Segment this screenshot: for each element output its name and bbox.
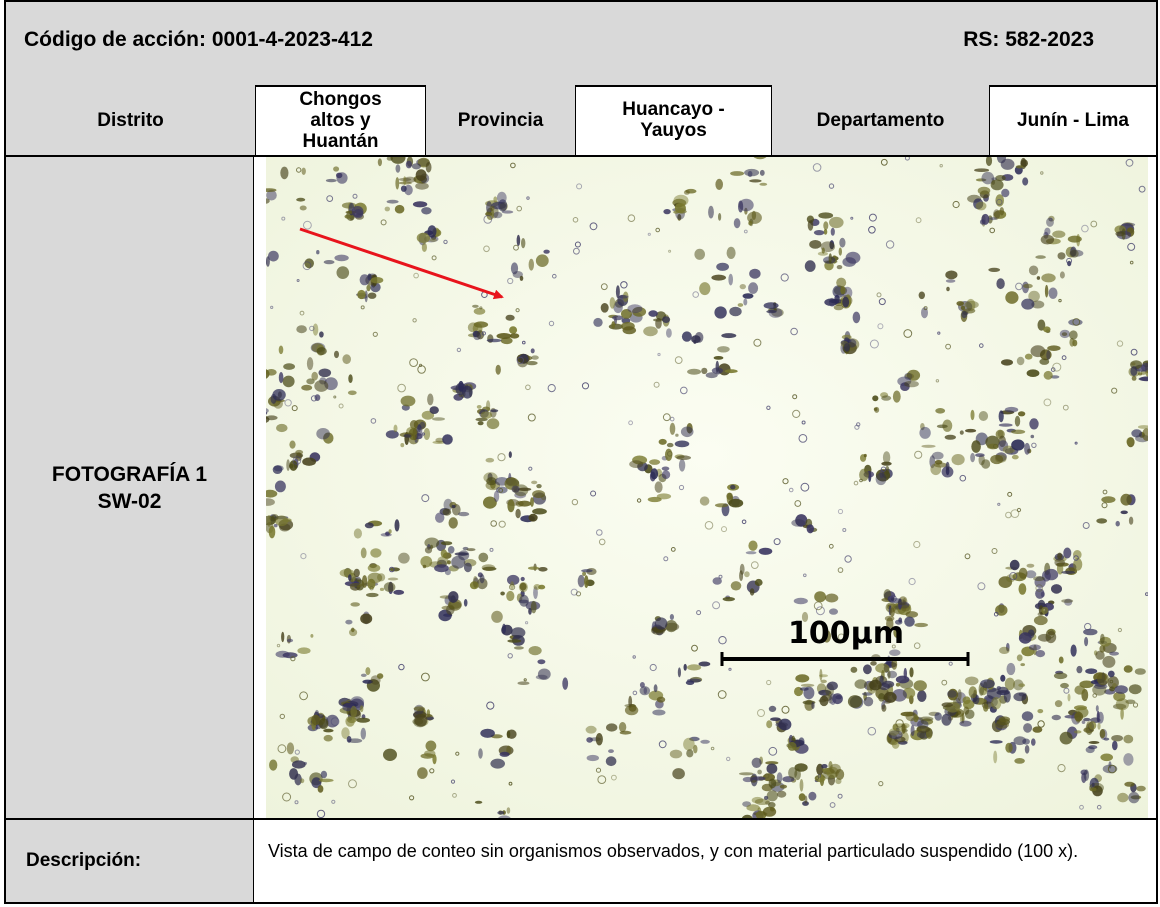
description-row: Descripción: Vista de campo de conteo si… <box>4 818 1158 904</box>
location-row: Distrito Chongos altos y Huantán Provinc… <box>4 85 1158 157</box>
photo-label: FOTOGRAFÍA 1 SW-02 <box>6 157 254 818</box>
description-text: Vista de campo de conteo sin organismos … <box>268 841 1079 861</box>
action-code: Código de acción: 0001-4-2023-412 <box>24 28 373 51</box>
province-value: Huancayo - Yauyos <box>576 85 772 155</box>
photo-number: FOTOGRAFÍA 1 <box>51 462 208 486</box>
district-label: Distrito <box>6 85 256 155</box>
microscope-photo: 100µm <box>266 157 1148 818</box>
rs-number: RS: 582-2023 <box>963 28 1094 51</box>
scale-bar-label: 100µm <box>788 616 904 651</box>
description-label: Descripción: <box>6 820 254 902</box>
sample-code: SW-02 <box>97 489 162 513</box>
province-label: Provincia <box>426 85 576 155</box>
micrograph-image: 100µm <box>266 157 1148 818</box>
district-value: Chongos altos y Huantán <box>256 85 426 155</box>
department-label: Departamento <box>772 85 990 155</box>
photo-record-sheet: Código de acción: 0001-4-2023-412 RS: 58… <box>4 0 1158 904</box>
scale-bar: 100µm <box>720 616 970 666</box>
header-row: Código de acción: 0001-4-2023-412 RS: 58… <box>4 0 1158 87</box>
photo-row: FOTOGRAFÍA 1 SW-02 <box>4 157 1158 818</box>
annotation-arrow <box>299 227 504 300</box>
department-value: Junín - Lima <box>1017 109 1129 131</box>
